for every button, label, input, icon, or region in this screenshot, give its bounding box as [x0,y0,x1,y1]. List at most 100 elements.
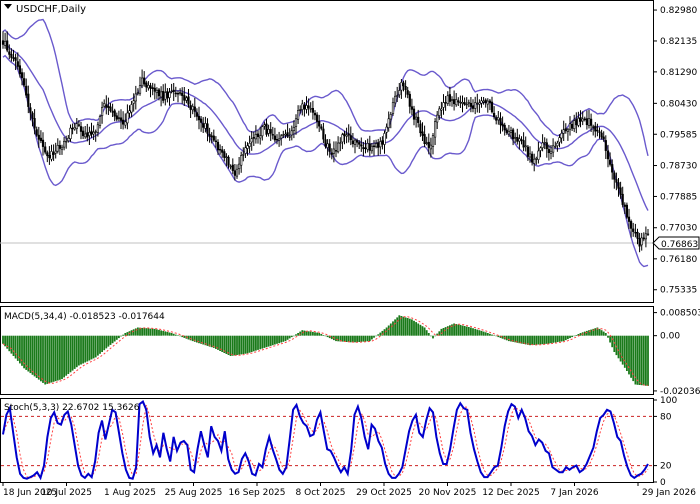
candle-body [209,134,211,136]
candle-body [232,165,234,171]
candle-body [116,116,118,120]
macd-bar [325,336,327,337]
macd-bar [103,336,105,351]
candle-body [555,146,557,147]
candle-body [72,128,74,129]
candle-body [468,102,470,103]
macd-bar [462,326,464,336]
candle-body [141,78,143,86]
macd-bar [594,328,596,336]
candle-body [466,104,468,105]
candle-body [255,134,257,139]
candle-body [205,123,207,128]
macd-bar [67,336,69,374]
candle-body [280,136,282,138]
macd-bar [561,336,563,342]
macd-bar [318,333,320,336]
candle-body [502,124,504,126]
candle-body [133,101,135,104]
macd-bar [310,332,312,336]
macd-bar [624,336,626,368]
macd-bar [232,336,234,356]
candle-body [125,122,127,125]
candle-body [238,164,240,169]
macd-bar [639,336,641,385]
macd-bar [171,333,173,336]
candle-body [234,171,236,176]
candle-body [127,113,129,123]
macd-bar [622,336,624,365]
candle-body [131,105,133,113]
candle-body [312,108,314,112]
candle-body [576,119,578,124]
candle-body [240,156,242,166]
candle-body [247,146,249,149]
candle-body [481,101,483,103]
macd-bar [369,336,371,341]
macd-bar [411,319,413,335]
candle-body [152,88,154,89]
macd-bar [344,336,346,342]
macd-bar [441,329,443,336]
candle-body [318,121,320,126]
macd-bar [61,336,63,379]
macd-bar [483,332,485,336]
macd-bar [238,336,240,355]
macd-bar [27,336,29,372]
candle-body [447,96,449,104]
candle-body [417,117,419,122]
macd-bar [472,328,474,336]
candle-body [588,118,590,125]
candle-body [154,88,156,91]
macd-bar [65,336,67,376]
macd-bar [177,335,179,336]
candle-body [527,147,529,157]
candle-body [401,82,403,90]
candle-body [451,99,453,100]
candle-body [4,41,6,45]
candle-body [645,234,647,239]
macd-bar [379,333,381,336]
macd-bar [599,329,601,336]
candle-body [584,119,586,120]
candle-body [335,150,337,151]
macd-bar [297,333,299,336]
candle-body [641,238,643,245]
macd-bar [293,336,295,337]
candle-body [80,127,82,132]
macd-bar [430,336,432,337]
candle-body [569,124,571,129]
macd-bar [72,336,74,371]
candle-body [25,86,27,95]
macd-bar [533,336,535,345]
candle-body [620,188,622,195]
macd-bar [316,333,318,336]
candle-body [491,102,493,112]
candle-body [635,232,637,233]
candle-body [430,145,432,149]
macd-bar [348,336,350,342]
macd-bar [280,336,282,343]
candle-body [276,139,278,140]
candle-body [399,91,401,95]
candle-body [236,169,238,176]
macd-bar [417,324,419,336]
macd-bar [162,331,164,336]
candle-body [390,114,392,119]
time-tick-label: 8 Oct 2025 [296,488,346,498]
macd-bar [93,336,95,359]
candle-body [97,125,99,133]
candle-body [118,118,120,119]
candle-body [17,62,19,67]
candle-body [287,133,289,137]
macd-bar [108,336,110,347]
candle-body [557,143,559,146]
candle-body [177,93,179,94]
macd-bar [19,336,21,364]
candle-body [36,130,38,136]
macd-bar [270,336,272,346]
macd-bar [422,326,424,336]
candle-body [173,90,175,92]
macd-bar [141,328,143,336]
